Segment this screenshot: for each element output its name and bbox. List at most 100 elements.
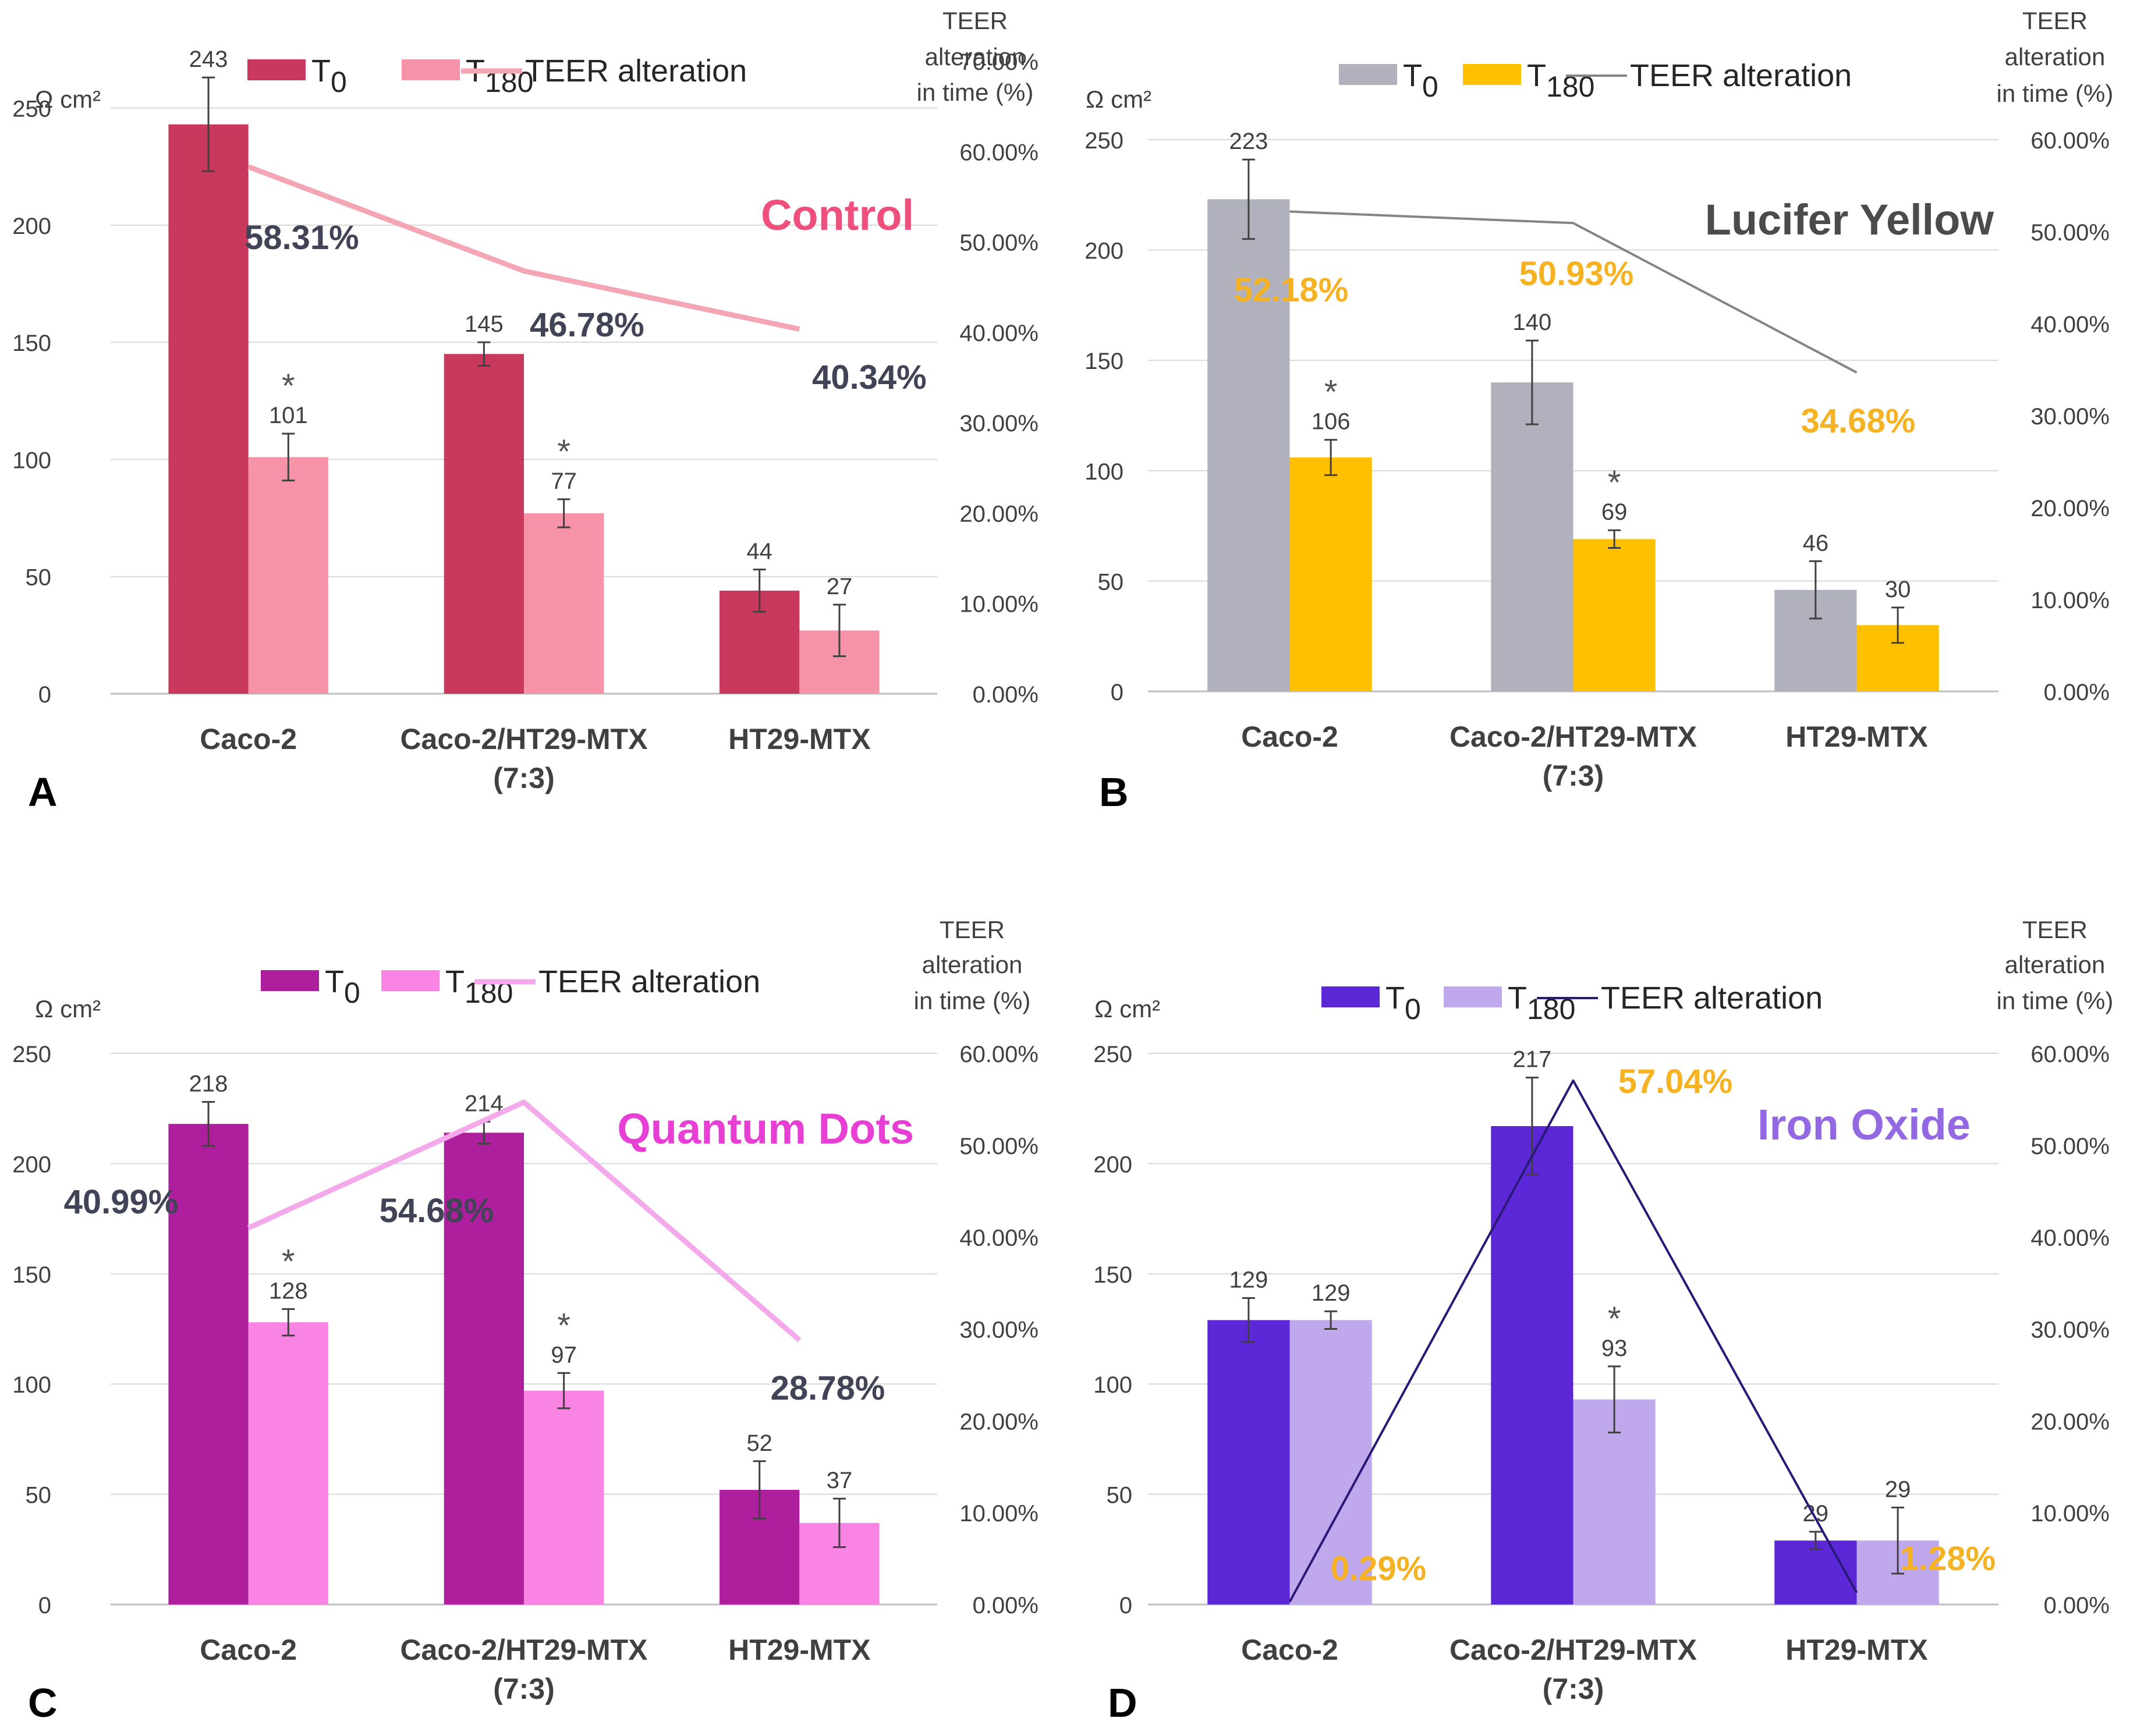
y-tick-label: 200 (12, 214, 51, 239)
panel-c: 0 50 100 150 200 250 0.00% 10.00% 20.00% 30.00% 40… (12, 916, 1039, 1726)
y-tick-label: 0 (38, 1593, 51, 1618)
x-tick-label: Caco-2 (200, 723, 297, 755)
bar-t180 (1573, 1399, 1656, 1604)
data-label: 30 (1885, 577, 1911, 602)
x-tick-label: Caco-2/HT29-MTX (1449, 720, 1697, 753)
legend-swatch-t0 (1339, 64, 1397, 85)
line-data-label: 50.93% (1519, 255, 1634, 293)
bar-t180 (524, 513, 604, 694)
y2-axis-label: TEER (2022, 916, 2088, 943)
y2-tick-label: 30.00% (959, 1318, 1039, 1343)
data-label: 27 (827, 574, 853, 599)
x-tick-label: Caco-2/HT29-MTX (400, 723, 647, 755)
y2-tick-label: 50.00% (959, 1134, 1039, 1159)
data-label: 29 (1885, 1476, 1911, 1502)
bar-t0 (1207, 199, 1290, 691)
line-data-label: 58.31% (244, 219, 359, 257)
y2-axis-label: TEER (942, 7, 1008, 34)
y-tick-label: 50 (1098, 569, 1124, 595)
bar-t0 (1774, 1540, 1857, 1604)
y2-tick-label: 20.00% (2030, 496, 2110, 521)
y-tick-label: 150 (12, 1262, 51, 1288)
line-data-label: 54.68% (380, 1192, 494, 1230)
bar-t0 (1491, 382, 1573, 691)
y-tick-label: 0 (1111, 680, 1124, 705)
bar-t0 (1207, 1320, 1290, 1604)
data-label: 101 (269, 403, 308, 428)
bar-t180 (524, 1390, 604, 1604)
y2-axis-label: in time (%) (914, 987, 1031, 1014)
y2-axis-label: TEER (2022, 7, 2088, 34)
chart-title: Control (761, 191, 914, 239)
y-tick-label: 150 (12, 331, 51, 356)
line-data-label: 57.04% (1618, 1063, 1733, 1100)
x-tick-label: Caco-2/HT29-MTX (1449, 1634, 1697, 1666)
legend-label-line: TEER alteration (1630, 58, 1852, 93)
legend-swatch-t0 (261, 970, 319, 991)
significance-marker: * (557, 433, 570, 471)
y2-axis-label: alteration (922, 951, 1023, 978)
y-tick-label: 100 (12, 1372, 51, 1398)
x-tick-label: HT29-MTX (728, 1634, 870, 1666)
line-data-label: 34.68% (1801, 402, 1916, 440)
legend-label-t180: T (1527, 58, 1546, 93)
x-tick-label: HT29-MTX (1785, 1634, 1927, 1666)
y2-axis-label: in time (%) (1997, 987, 2114, 1014)
y2-tick-label: 70.00% (959, 49, 1039, 75)
data-label: 129 (1229, 1267, 1268, 1293)
y2-tick-label: 0.00% (973, 1593, 1039, 1618)
y2-tick-label: 60.00% (2030, 1042, 2110, 1067)
data-label: 106 (1312, 409, 1351, 435)
y2-tick-label: 40.00% (959, 1226, 1039, 1251)
series-line-teer-alteration (1289, 210, 1858, 374)
y-tick-label: 50 (1107, 1483, 1133, 1508)
y-tick-label: 200 (12, 1152, 51, 1177)
data-label: 223 (1229, 129, 1268, 154)
y-tick-label: 100 (1085, 459, 1124, 485)
legend-label-t0: T (1403, 58, 1422, 93)
y2-tick-label: 50.00% (959, 230, 1039, 256)
legend-swatch-t0 (1321, 986, 1380, 1007)
panel-letter: A (28, 769, 58, 815)
y2-tick-label: 10.00% (959, 592, 1039, 617)
y-tick-label: 100 (1093, 1372, 1132, 1398)
x-tick-sublabel: (7:3) (1543, 759, 1604, 792)
bar-t180 (1573, 539, 1656, 691)
data-label: 97 (551, 1342, 577, 1368)
panel-d: 0 50 100 150 200 250 0.00% 10.00% 20.00% 30.00% 40… (1093, 916, 2113, 1726)
x-tick-label: Caco-2 (1241, 720, 1338, 753)
y2-axis-label: in time (%) (917, 79, 1034, 106)
y-tick-label: 200 (1093, 1152, 1132, 1177)
chart-title: Iron Oxide (1757, 1100, 1970, 1149)
line-data-label: 46.78% (530, 306, 644, 344)
legend-label-t180: T (1508, 981, 1527, 1016)
legend-label-t0: T (325, 964, 344, 999)
chart-title: Quantum Dots (617, 1105, 914, 1153)
significance-marker: * (1608, 1300, 1621, 1338)
bar-t0 (1491, 1126, 1573, 1604)
bar-t0 (444, 1133, 524, 1604)
bar-t0 (444, 354, 524, 694)
y-axis-label: Ω cm² (1086, 86, 1151, 113)
y-tick-label: 200 (1085, 239, 1124, 264)
panel-letter: C (28, 1680, 58, 1726)
y-axis-label: Ω cm² (35, 86, 101, 113)
legend-swatch-t180 (402, 59, 460, 80)
y2-tick-label: 20.00% (959, 1409, 1039, 1435)
significance-marker: * (282, 1242, 295, 1280)
data-label: 217 (1513, 1047, 1552, 1073)
data-label: 37 (827, 1468, 853, 1493)
y-axis-label: Ω cm² (35, 995, 101, 1023)
legend-label-line: TEER alteration (1601, 981, 1823, 1016)
bar-t180 (248, 457, 328, 694)
y-tick-label: 100 (12, 448, 51, 473)
y2-tick-label: 60.00% (959, 140, 1039, 165)
legend-label-line: TEER alteration (525, 54, 747, 88)
data-label: 69 (1601, 499, 1628, 525)
bar-t180 (248, 1322, 328, 1604)
y2-tick-label: 50.00% (2030, 220, 2110, 246)
x-tick-label: Caco-2 (1241, 1634, 1338, 1666)
bar-t180 (1289, 457, 1372, 691)
x-tick-sublabel: (7:3) (493, 1673, 555, 1705)
line-data-label: 1.28% (1900, 1540, 1996, 1578)
